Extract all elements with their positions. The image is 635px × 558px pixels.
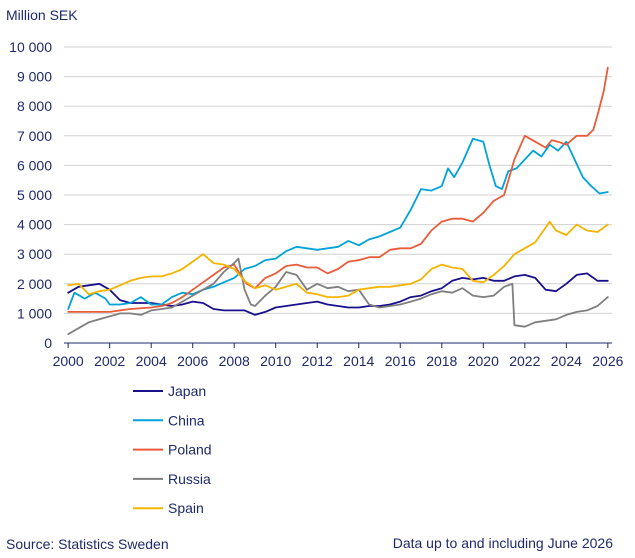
legend-label-poland: Poland bbox=[168, 442, 212, 458]
x-tick-label: 2014 bbox=[343, 353, 374, 369]
gridlines bbox=[64, 46, 612, 314]
x-tick-label: 2002 bbox=[94, 353, 125, 369]
x-tick-label: 2020 bbox=[468, 353, 499, 369]
legend-label-russia: Russia bbox=[168, 471, 211, 487]
y-tick-label: 4 000 bbox=[17, 217, 52, 233]
x-tick-label: 2008 bbox=[219, 353, 250, 369]
x-tick-label: 2026 bbox=[592, 353, 623, 369]
x-tick-label: 2022 bbox=[509, 353, 540, 369]
y-tick-label: 5 000 bbox=[17, 187, 52, 203]
x-tick-label: 2016 bbox=[385, 353, 416, 369]
series-line-russia bbox=[67, 257, 609, 335]
series-line-poland bbox=[67, 66, 609, 313]
y-axis-label: Million SEK bbox=[6, 7, 78, 23]
x-axis: 2000 2002 2004 2006 2008 2010 2012 2014 2016 2018… bbox=[53, 342, 624, 369]
y-tick-label: 2 000 bbox=[17, 276, 52, 292]
legend-label-japan: Japan bbox=[168, 383, 206, 399]
y-tick-label: 0 bbox=[44, 335, 52, 351]
y-tick-label: 9 000 bbox=[17, 69, 52, 85]
source-note: Source: Statistics Sweden bbox=[6, 536, 169, 552]
y-axis-ticks: 0 1 000 2 000 3 000 4 000 5 000 6 000 7 000 8 00… bbox=[9, 39, 52, 351]
x-tick-label: 2012 bbox=[302, 353, 333, 369]
x-tick-label: 2010 bbox=[260, 353, 291, 369]
x-tick-label: 2004 bbox=[136, 353, 167, 369]
x-tick-label: 2024 bbox=[551, 353, 582, 369]
series-line-japan bbox=[67, 272, 609, 316]
x-tick-label: 2018 bbox=[426, 353, 457, 369]
legend: Japan China Poland Russia Spain bbox=[133, 383, 212, 516]
x-tick-label: 2006 bbox=[177, 353, 208, 369]
legend-label-spain: Spain bbox=[168, 500, 204, 516]
data-range-note: Data up to and including June 2026 bbox=[392, 535, 613, 551]
series-line-china bbox=[67, 137, 609, 310]
legend-label-china: China bbox=[168, 412, 205, 428]
x-tick-label: 2000 bbox=[53, 353, 84, 369]
y-tick-label: 10 000 bbox=[9, 39, 52, 55]
y-tick-label: 3 000 bbox=[17, 246, 52, 262]
series-line-spain bbox=[67, 220, 609, 298]
y-tick-label: 1 000 bbox=[17, 305, 52, 321]
series-lines bbox=[67, 66, 609, 335]
y-tick-label: 8 000 bbox=[17, 98, 52, 114]
y-tick-label: 7 000 bbox=[17, 128, 52, 144]
y-tick-label: 6 000 bbox=[17, 157, 52, 173]
